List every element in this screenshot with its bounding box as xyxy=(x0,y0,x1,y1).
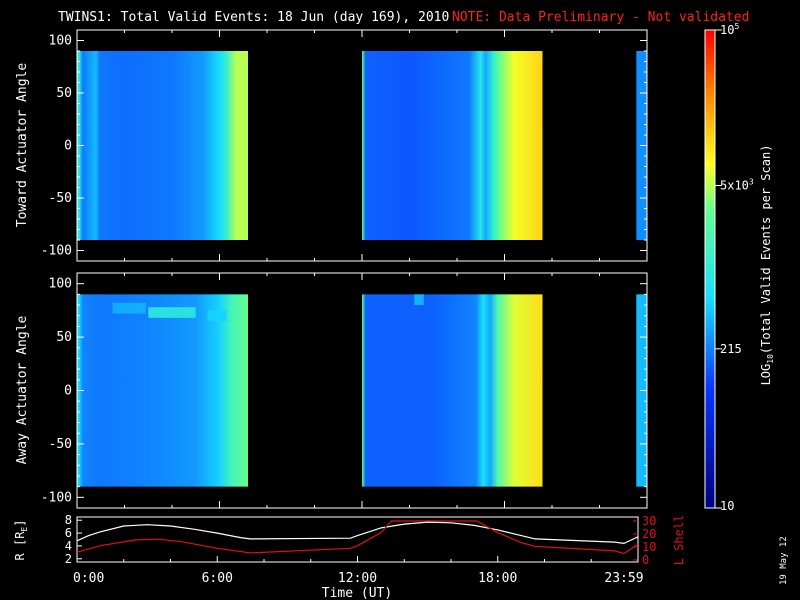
colorbar-ticks: 10 215 5x103 105 xyxy=(715,22,754,513)
y-tick-label: 100 xyxy=(49,277,72,292)
y-tick-label: -50 xyxy=(49,437,72,452)
chart-title: TWINS1: Total Valid Events: 18 Jun (day … xyxy=(58,10,449,25)
y-tick-label: 100 xyxy=(49,34,72,49)
heatmap-feature xyxy=(112,302,146,314)
time-tick-label: 6:00 xyxy=(202,571,233,586)
r-series-line xyxy=(77,521,638,545)
heatmap-feature xyxy=(414,294,424,306)
y-tick-label: 50 xyxy=(56,86,72,101)
away-y-label: Away Actuator Angle xyxy=(15,315,30,464)
heatmap-block xyxy=(362,294,543,487)
r-tick-label: 6 xyxy=(65,526,72,540)
toward-y-label: Toward Actuator Angle xyxy=(15,63,30,228)
date-stamp: 19 May 12 xyxy=(779,536,789,585)
lshell-tick-label: 10 xyxy=(642,540,656,554)
away-panel: 100 50 0 -50 -100 Away Actuator Angle xyxy=(15,272,648,509)
heatmap-block xyxy=(77,294,248,487)
lshell-series-line xyxy=(77,520,638,555)
y-tick-label: -100 xyxy=(41,490,72,505)
colorbar-tick-label: 10 xyxy=(720,499,734,513)
heatmap-block xyxy=(77,51,248,240)
time-tick-label: 23:59 xyxy=(604,571,643,586)
y-tick-label: 0 xyxy=(64,139,72,154)
r-tick-label: 4 xyxy=(65,539,72,553)
toward-heatmap xyxy=(77,51,647,240)
toward-panel: 100 50 0 -50 -100 Toward Actuator Angle xyxy=(15,29,648,262)
away-y-axis: 100 50 0 -50 -100 xyxy=(41,272,648,509)
r-tick-label: 2 xyxy=(65,552,72,566)
colorbar-frame xyxy=(704,29,716,509)
time-tick-label: 12:00 xyxy=(338,571,377,586)
lshell-tick-label: 20 xyxy=(642,527,656,541)
time-axis-label: Time (UT) xyxy=(322,586,392,600)
time-tick-label: 18:00 xyxy=(478,571,517,586)
orbit-lshell-label: L Shell xyxy=(672,515,686,566)
y-tick-label: -100 xyxy=(41,244,72,259)
toward-y-axis: 100 50 0 -50 -100 xyxy=(41,29,648,262)
colorbar-tick-label: 215 xyxy=(720,342,742,356)
heatmap-feature xyxy=(148,307,196,318)
lshell-tick-label: 30 xyxy=(642,514,656,528)
heatmap-block xyxy=(362,51,543,240)
y-tick-label: 0 xyxy=(64,384,72,399)
time-tick-label: 0:00 xyxy=(73,571,104,586)
preliminary-note: NOTE: Data Preliminary - Not validated xyxy=(452,10,749,25)
y-tick-label: 50 xyxy=(56,330,72,345)
orbit-r-label: R [RE] xyxy=(13,520,29,561)
y-tick-label: -50 xyxy=(49,191,72,206)
colorbar-label: LOG10(Total Valid Events per Scan) xyxy=(759,145,775,386)
colorbar-tick-label: 5x103 xyxy=(720,177,754,192)
colorbar-gradient xyxy=(705,30,715,508)
away-heatmap xyxy=(77,294,647,487)
orbit-lines xyxy=(77,520,638,555)
lshell-tick-label: 0 xyxy=(642,553,649,567)
heatmap-feature xyxy=(207,310,227,322)
colorbar: 10 215 5x103 105 LOG10(Total Valid Events p… xyxy=(704,22,775,513)
r-tick-label: 8 xyxy=(65,513,72,527)
colorbar-tick-label: 105 xyxy=(720,22,739,37)
